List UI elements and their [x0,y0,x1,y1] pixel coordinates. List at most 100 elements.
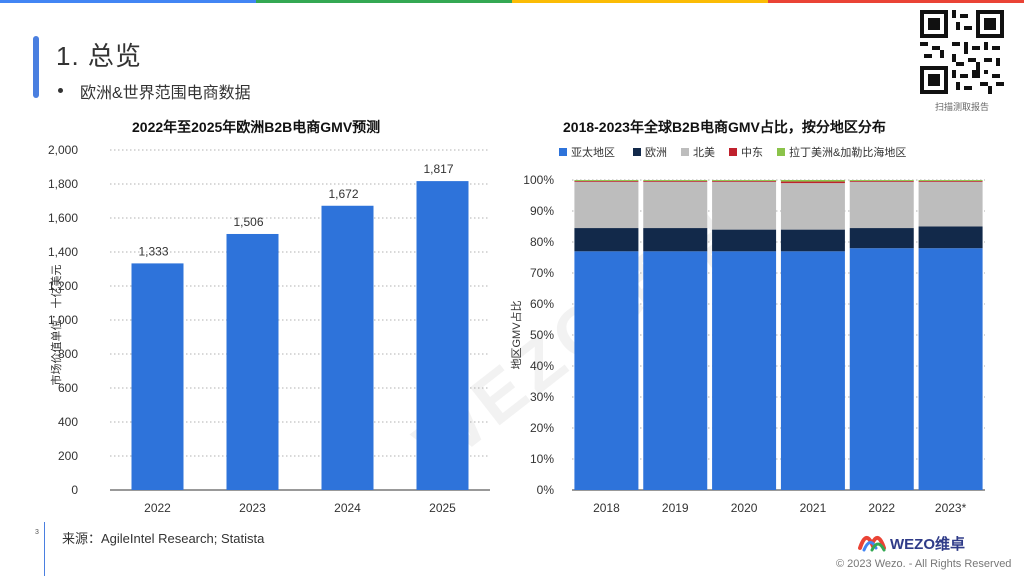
chart2-xtick-label: 2022 [868,501,895,515]
chart2-xtick-label: 2018 [593,501,620,515]
chart1-ytick-label: 800 [58,347,78,361]
chart2-legend-label: 北美 [693,146,715,159]
chart2-ytick-label: 40% [530,359,554,373]
chart2-xtick-label: 2020 [731,501,758,515]
chart2-bar-segment [574,180,639,181]
chart2-ytick-label: 20% [530,421,554,435]
chart2-bar-segment [849,180,914,182]
page-title: 1. 总览 [56,41,142,71]
chart1-ytick-label: 1,600 [48,211,78,225]
logo-text: WEZO维卓 [890,536,965,553]
chart2-bar-segment [643,180,708,181]
chart1-data-label: 1,672 [328,187,358,201]
chart2-legend-label: 亚太地区 [571,146,615,159]
chart2-legend-label: 拉丁美洲&加勒比海地区 [789,145,906,159]
chart2-bar-segment [643,180,708,182]
top-color-bar [0,0,1024,3]
chart2-bar-segment [918,181,983,227]
chart2-bar-segment [643,228,708,252]
chart2-bar-segment [712,229,777,252]
chart1-ytick-label: 1,000 [48,313,78,327]
chart1-ytick-label: 0 [71,483,78,497]
chart1-bar [131,263,184,490]
chart2-xtick-label: 2021 [800,501,827,515]
topbar-seg-red [768,0,1024,3]
chart1-bar [226,233,279,491]
chart1-ytick-label: 1,800 [48,177,78,191]
chart1-ytick-label: 1,200 [48,279,78,293]
chart2-title: 2018-2023年全球B2B电商GMV占比，按分地区分布 [563,119,886,135]
chart1-ytick-label: 400 [58,415,78,429]
chart2-legend-swatch [681,148,689,156]
chart2-bar-segment [574,228,639,252]
chart1-data-label: 1,817 [423,162,453,176]
chart2-bar-segment [849,248,914,490]
chart1-bar-europe-gmv: 0 200 400 600 800 1,000 1,200 1,400 1,600 1,800 2,… [48,143,490,515]
qr-code-icon[interactable] [920,10,1004,94]
topbar-seg-yellow [512,0,768,3]
chart1-xtick-label: 2023 [239,501,266,515]
chart1-ytick-label: 2,000 [48,143,78,157]
chart1-xtick-label: 2025 [429,501,456,515]
section-subtitle: 欧洲&世界范围电商数据 [80,85,251,102]
chart2-stacked-region-share: 亚太地区 欧洲 北美 中东 拉丁美洲&加勒比海地区 0% 10% 20% 30% 40% 50% 60… [509,145,985,515]
chart2-y-axis-label: 地区GMV占比 [509,300,523,369]
chart2-bar-segment [574,181,639,229]
chart2-bar-segment [780,180,845,182]
chart2-bar-segment [849,181,914,229]
source-note: 来源：AgileIntel Research; Statista [62,531,265,546]
chart2-bar-segment [918,226,983,249]
chart2-legend-label: 中东 [741,146,763,159]
chart1-bar [321,205,374,490]
chart2-bar-segment [643,251,708,490]
chart2-bar-segment [918,180,983,181]
chart1-y-axis-label: 市场价值单位：十亿美元 [49,265,63,386]
chart2-bar-segment [574,180,639,182]
chart2-ytick-label: 90% [530,204,554,218]
chart2-xtick-label: 2019 [662,501,689,515]
chart2-bar-segment [780,251,845,490]
chart2-legend-label: 欧洲 [645,146,667,159]
chart2-legend-swatch [777,148,785,156]
chart2-bar-segment [780,181,845,184]
chart2-ytick-label: 0% [537,483,555,497]
chart1-title: 2022年至2025年欧洲B2B电商GMV预测 [132,119,381,135]
chart1-xtick-label: 2024 [334,501,361,515]
chart2-ytick-label: 100% [523,173,554,187]
chart1-data-label: 1,333 [138,244,168,258]
chart2-bar-segment [780,229,845,252]
chart2-bar-segment [712,180,777,182]
title-accent-bar [33,36,39,98]
chart2-bar-segment [918,180,983,182]
qr-caption: 扫描测取报告 [934,102,989,112]
chart2-bar-segment [849,228,914,249]
chart2-legend-swatch [729,148,737,156]
copyright: © 2023 Wezo. - All Rights Reserved [836,558,1012,570]
footer-accent-line [44,522,45,576]
chart2-legend-swatch [633,148,641,156]
chart2-ytick-label: 10% [530,452,554,466]
bullet-dot [58,88,63,93]
topbar-seg-blue [0,0,256,3]
chart2-ytick-label: 80% [530,235,554,249]
chart2-bar-segment [574,251,639,490]
chart2-bar-segment [712,180,777,181]
chart2-bar-segment [780,183,845,230]
chart1-ytick-label: 1,400 [48,245,78,259]
chart1-ytick-label: 600 [58,381,78,395]
chart1-xtick-label: 2022 [144,501,171,515]
chart2-ytick-label: 50% [530,328,554,342]
topbar-seg-green [256,0,512,3]
chart2-ytick-label: 60% [530,297,554,311]
page-number: 3 [35,529,39,536]
chart2-xtick-label: 2023* [935,501,967,515]
chart2-bar-segment [849,180,914,181]
chart2-bar-segment [643,181,708,229]
chart2-ytick-label: 70% [530,266,554,280]
chart2-bar-segment [712,251,777,490]
chart1-bar [416,181,469,491]
chart1-ytick-label: 200 [58,449,78,463]
wezo-logo-icon [858,536,886,552]
chart1-data-label: 1,506 [233,215,263,229]
